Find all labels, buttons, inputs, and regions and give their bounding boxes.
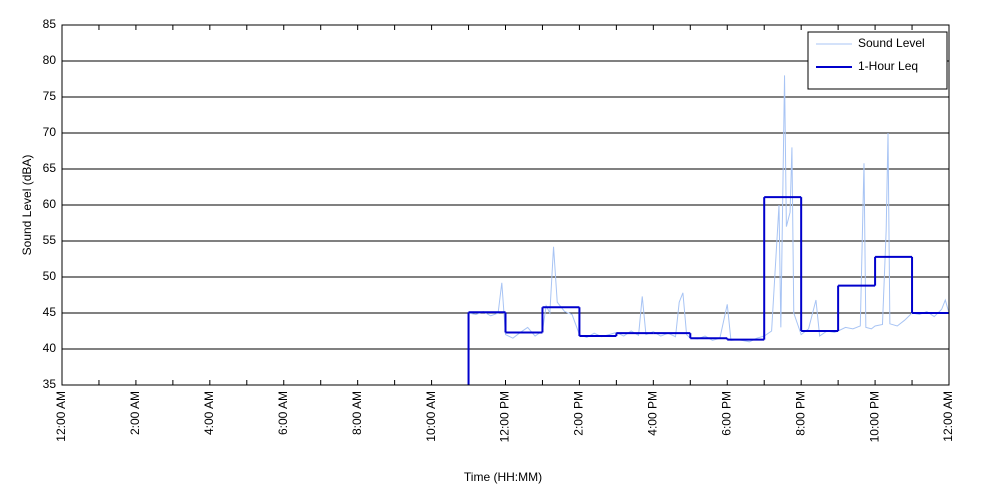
y-tick-label: 80 xyxy=(43,53,57,67)
plot-frame xyxy=(61,24,950,386)
x-tick-label: 8:00 AM xyxy=(350,391,364,435)
x-tick-label: 2:00 AM xyxy=(128,391,142,435)
y-tick-label: 45 xyxy=(43,305,57,319)
x-tick-label: 4:00 PM xyxy=(646,391,660,436)
legend-label: 1-Hour Leq xyxy=(858,59,918,73)
x-tick-label: 10:00 PM xyxy=(867,391,881,442)
y-tick-label: 55 xyxy=(43,233,57,247)
x-axis-label: Time (HH:MM) xyxy=(464,470,542,484)
y-tick-label: 75 xyxy=(43,89,57,103)
x-tick-label: 4:00 AM xyxy=(202,391,216,435)
x-tick-label: 2:00 PM xyxy=(572,391,586,436)
x-tick-label: 12:00 PM xyxy=(498,391,512,442)
y-tick-label: 40 xyxy=(43,341,57,355)
legend-label: Sound Level xyxy=(858,36,925,50)
x-tick-label: 8:00 PM xyxy=(793,391,807,436)
y-tick-label: 60 xyxy=(43,197,57,211)
sound-level-line xyxy=(468,75,950,343)
x-tick-label: 6:00 PM xyxy=(719,391,733,436)
x-tick-label: 10:00 AM xyxy=(424,391,438,442)
y-tick-label: 50 xyxy=(43,269,57,283)
y-axis-label: Sound Level (dBA) xyxy=(20,155,34,256)
x-tick-label: 12:00 AM xyxy=(54,391,68,442)
legend-box xyxy=(807,31,948,90)
y-tick-label: 85 xyxy=(43,17,57,31)
y-tick-label: 35 xyxy=(43,377,57,391)
y-tick-label: 65 xyxy=(43,161,57,175)
y-tick-label: 70 xyxy=(43,125,57,139)
x-tick-label: 6:00 AM xyxy=(276,391,290,435)
x-tick-label: 12:00 AM xyxy=(941,391,955,442)
